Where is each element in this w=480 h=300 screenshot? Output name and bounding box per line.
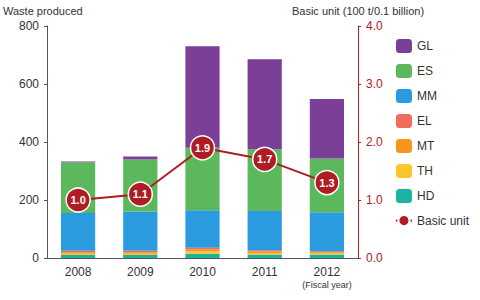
svg-text:2009: 2009: [127, 265, 154, 279]
svg-text:600: 600: [19, 77, 39, 91]
svg-text:400: 400: [19, 135, 39, 149]
svg-text:MM: MM: [417, 89, 437, 103]
svg-text:2008: 2008: [65, 265, 92, 279]
svg-text:GL: GL: [417, 39, 433, 53]
svg-text:2010: 2010: [189, 265, 216, 279]
svg-text:800: 800: [19, 19, 39, 33]
svg-text:1.7: 1.7: [257, 153, 272, 165]
svg-text:4.0: 4.0: [366, 19, 383, 33]
svg-text:200: 200: [19, 193, 39, 207]
svg-text:0.0: 0.0: [366, 251, 383, 265]
svg-text:1.3: 1.3: [319, 177, 334, 189]
svg-text:1.9: 1.9: [195, 142, 210, 154]
svg-text:1.0: 1.0: [366, 193, 383, 207]
svg-text:(Fiscal year): (Fiscal year): [302, 280, 352, 290]
svg-text:HD: HD: [417, 189, 435, 203]
svg-text:0: 0: [32, 251, 39, 265]
svg-text:3.0: 3.0: [366, 77, 383, 91]
svg-text:ES: ES: [417, 64, 433, 78]
svg-text:2012: 2012: [314, 265, 341, 279]
svg-text:2.0: 2.0: [366, 135, 383, 149]
svg-text:Basic unit (100 t/0.1 billion): Basic unit (100 t/0.1 billion): [292, 5, 424, 17]
svg-text:Waste produced: Waste produced: [3, 5, 83, 17]
svg-text:Basic unit: Basic unit: [417, 214, 470, 228]
svg-text:TH: TH: [417, 164, 433, 178]
svg-text:1.1: 1.1: [133, 188, 148, 200]
svg-text:2011: 2011: [252, 265, 278, 279]
svg-text:MT: MT: [417, 139, 435, 153]
svg-text:1.0: 1.0: [70, 194, 85, 206]
svg-text:EL: EL: [417, 114, 432, 128]
